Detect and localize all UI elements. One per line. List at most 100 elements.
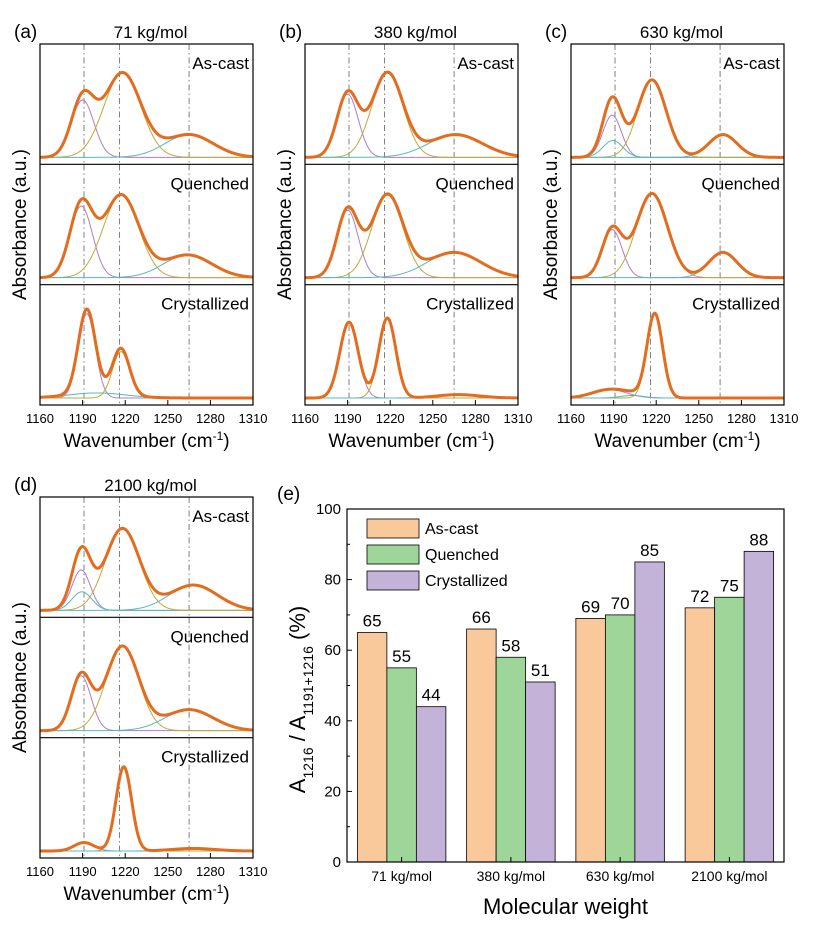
- bar-quenched: [386, 667, 417, 863]
- plot-frame: [304, 43, 519, 406]
- subpanel-label: Quenched: [702, 174, 780, 193]
- y-tick-label: 40: [324, 713, 341, 730]
- data-label: 69: [581, 597, 600, 616]
- y-axis-label: A1216 / A1191+1216 (%): [285, 606, 316, 793]
- plot-frame: [39, 496, 254, 859]
- y-axis-label-sub: 1191+1216: [300, 646, 316, 716]
- x-axis-label-sup: -1: [213, 882, 224, 896]
- y-axis-label-end: (%): [285, 606, 310, 646]
- envelope-curve: [39, 765, 254, 853]
- y-axis-label: Absorbance (a.u.): [10, 149, 31, 300]
- envelope-curve: [39, 526, 254, 612]
- subpanel-label: Crystallized: [161, 295, 249, 314]
- x-axis-label-end: ): [223, 884, 229, 905]
- x-tick-label: 1220: [111, 864, 140, 879]
- category-label: 380 kg/mol: [477, 868, 545, 884]
- envelope-curve: [39, 70, 254, 159]
- subpanel-quenched: Quenched: [39, 616, 254, 738]
- x-tick-label: 1250: [418, 411, 447, 426]
- component-peak-2: [305, 317, 518, 399]
- legend-label: Quenched: [425, 547, 499, 564]
- panel-title: 2100 kg/mol: [104, 476, 197, 495]
- data-label: 58: [501, 636, 520, 655]
- y-axis-label-a: A: [285, 778, 310, 793]
- panel-title: 630 kg/mol: [640, 23, 723, 42]
- x-tick-label: 1280: [727, 411, 756, 426]
- subpanel-quenched: Quenched: [39, 163, 254, 285]
- bar-crystallized: [743, 550, 775, 863]
- subpanel-label: Quenched: [171, 627, 249, 646]
- x-tick-label: 1160: [291, 411, 319, 426]
- envelope-curve: [570, 191, 785, 280]
- subpanel-ascast: As-cast: [304, 44, 519, 165]
- x-tick-label: 1190: [69, 864, 97, 879]
- subpanel-ascast: As-cast: [39, 497, 254, 618]
- data-label: 65: [363, 612, 382, 631]
- subpanel-label: Crystallized: [692, 295, 780, 314]
- x-axis-label-end: ): [223, 431, 229, 452]
- x-tick-label: 1160: [26, 411, 54, 426]
- x-tick-label: 1220: [642, 411, 671, 426]
- subpanel-quenched: Quenched: [304, 163, 519, 285]
- panel-label: (c): [545, 22, 567, 43]
- bar-crystallized: [415, 706, 447, 863]
- category-label: 630 kg/mol: [586, 868, 654, 884]
- plot-frame: [570, 43, 785, 406]
- y-axis-label: Absorbance (a.u.): [10, 602, 31, 753]
- component-peak-3: [40, 709, 254, 732]
- panel-label: (d): [14, 475, 37, 496]
- x-axis-label-sup: -1: [744, 429, 755, 443]
- component-peak-2: [571, 192, 784, 279]
- panel-title: 71 kg/mol: [114, 23, 188, 42]
- component-peak-1: [40, 313, 253, 399]
- x-tick-label: 1280: [461, 411, 490, 426]
- component-peak-2: [40, 766, 253, 852]
- subpanel-ascast: As-cast: [570, 44, 785, 165]
- x-axis-label: Wavenumber (cm-1): [594, 429, 760, 452]
- data-label: 85: [640, 541, 659, 560]
- data-label: 55: [392, 647, 411, 666]
- category-label: 71 kg/mol: [371, 868, 432, 884]
- y-tick-label: 0: [333, 854, 341, 871]
- data-label: 51: [531, 661, 550, 680]
- subpanel-label: Crystallized: [161, 748, 249, 767]
- legend-swatch: [366, 570, 420, 591]
- panel-label: (a): [14, 22, 37, 43]
- x-tick-label: 1280: [196, 864, 225, 879]
- x-axis-label-text: Wavenumber (cm: [63, 884, 212, 905]
- x-tick-label: 1160: [26, 864, 54, 879]
- component-peak-2: [40, 194, 253, 279]
- envelope-curve: [570, 311, 785, 400]
- bar-quenched: [495, 656, 527, 863]
- envelope-curve: [39, 192, 254, 280]
- component-peak-2: [40, 645, 253, 732]
- y-axis-label: Absorbance (a.u.): [275, 149, 296, 300]
- bar-ascast: [684, 607, 716, 863]
- legend-label: Crystallized: [425, 573, 508, 590]
- x-axis-label: Wavenumber (cm-1): [63, 882, 229, 905]
- y-tick-label: 100: [316, 501, 341, 518]
- component-peak-3: [40, 528, 253, 611]
- x-axis-label-sup: -1: [213, 429, 224, 443]
- subpanel-quenched: Quenched: [570, 163, 785, 285]
- x-tick-label: 1190: [600, 411, 628, 426]
- x-tick-label: 1310: [504, 411, 533, 426]
- y-axis-label: Absorbance (a.u.): [541, 149, 562, 300]
- bar-ascast: [356, 632, 388, 863]
- component-peak-3: [40, 254, 254, 279]
- x-tick-label: 1310: [239, 411, 268, 426]
- component-peak-2: [40, 72, 253, 158]
- panel-title: 380 kg/mol: [374, 23, 457, 42]
- subpanel-label: As-cast: [192, 507, 249, 526]
- y-tick-label: 80: [324, 572, 341, 589]
- bar-ascast: [575, 618, 606, 863]
- y-axis-label-mid: / A: [285, 715, 310, 747]
- subpanel-label: Quenched: [436, 174, 514, 193]
- subpanel-crystallized: Crystallized: [39, 284, 254, 405]
- bar-quenched: [604, 614, 636, 863]
- bar-crystallized: [525, 681, 556, 863]
- x-axis-label-end: ): [754, 431, 760, 452]
- y-axis-label-sub: 1216: [300, 747, 316, 778]
